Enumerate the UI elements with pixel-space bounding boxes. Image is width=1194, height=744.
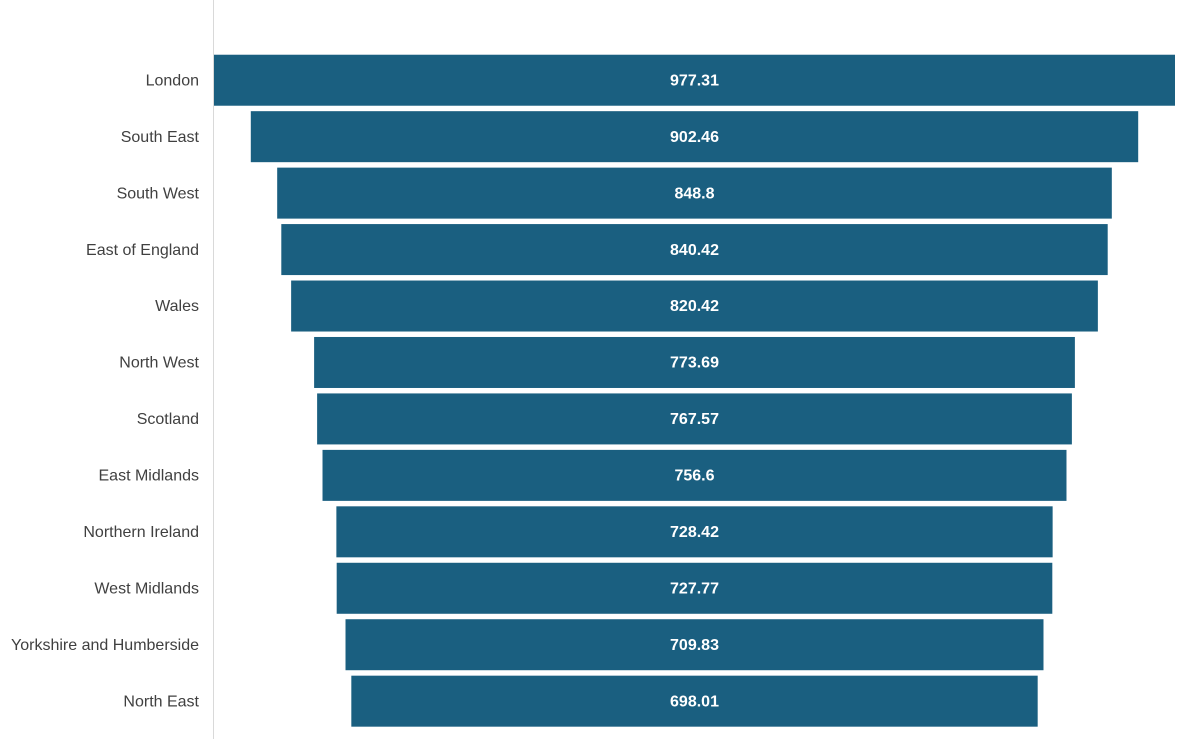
value-label: 820.42: [670, 298, 719, 315]
category-label: South West: [117, 185, 200, 202]
value-label: 977.31: [670, 72, 719, 89]
category-label: Scotland: [137, 411, 199, 428]
category-label: North West: [119, 355, 199, 372]
value-label: 767.57: [670, 411, 719, 428]
category-label: Wales: [155, 298, 199, 315]
value-label: 840.42: [670, 242, 719, 259]
category-label: North East: [123, 693, 199, 710]
value-label: 698.01: [670, 693, 719, 710]
category-label: East of England: [86, 242, 199, 259]
funnel-bar: [250, 111, 1139, 163]
funnel-bar: [345, 619, 1044, 671]
category-label: London: [146, 72, 199, 89]
funnel-bar: [277, 167, 1112, 219]
funnel-bar: [336, 562, 1053, 614]
funnel-bar: [214, 54, 1175, 106]
category-label: West Midlands: [94, 580, 199, 597]
funnel-bar: [317, 393, 1072, 445]
funnel-bar: [281, 224, 1108, 276]
value-label: 727.77: [670, 580, 719, 597]
value-label: 709.83: [670, 637, 719, 654]
category-label: South East: [121, 129, 200, 146]
value-label: 773.69: [670, 355, 719, 372]
category-label: East Midlands: [99, 468, 200, 485]
funnel-bar: [322, 449, 1067, 501]
funnel-bar: [314, 336, 1075, 388]
category-label: Northern Ireland: [83, 524, 199, 541]
value-label: 756.6: [674, 468, 714, 485]
funnel-bar: [291, 280, 1098, 332]
value-label: 902.46: [670, 129, 719, 146]
funnel-bar: [336, 506, 1053, 558]
value-label: 728.42: [670, 524, 719, 541]
category-label: Yorkshire and Humberside: [11, 637, 199, 654]
value-label: 848.8: [674, 185, 714, 202]
funnel-bar: [351, 675, 1038, 727]
